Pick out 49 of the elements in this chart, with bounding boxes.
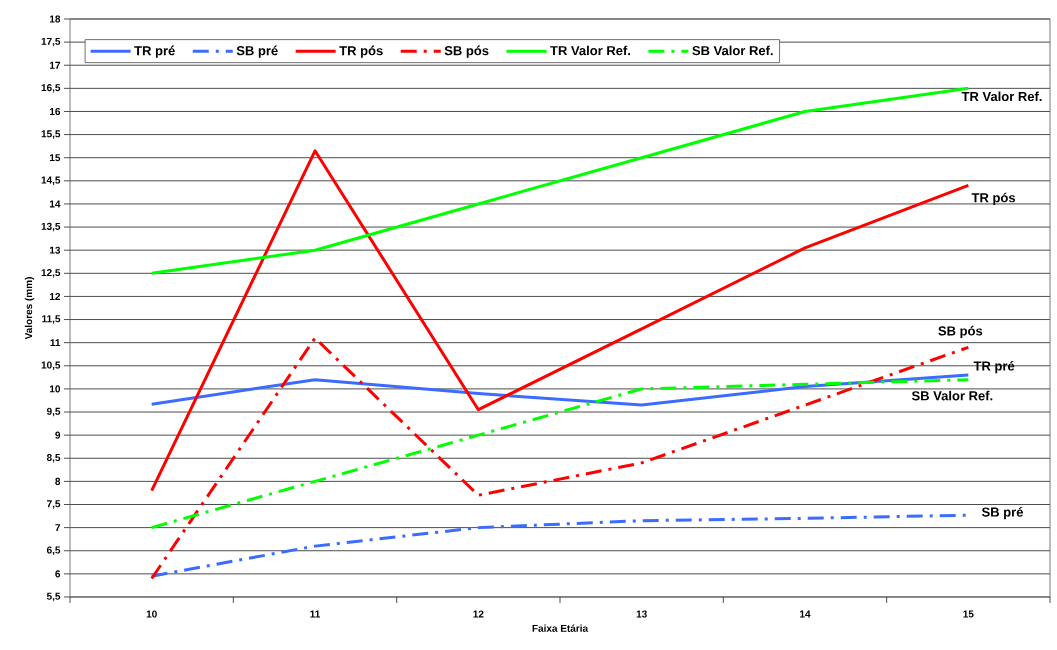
y-tick-label: 7,5 (47, 500, 61, 509)
legend-label: TR pós (339, 45, 383, 58)
y-tick-label: 11 (50, 339, 61, 347)
legend-label: SB Valor Ref. (692, 45, 773, 56)
line-series (150, 373, 970, 407)
x-tick-label: 11 (310, 610, 321, 618)
y-tick-label: 8 (55, 477, 61, 485)
y-tick-label: 15,5 (41, 130, 61, 139)
text: TR Valor Ref. (961, 91, 1042, 102)
line-series (150, 378, 970, 530)
text: SB pós (938, 325, 983, 339)
y-tick-label: 12,5 (41, 269, 61, 278)
x-tick-label: 12 (473, 610, 484, 618)
y-tick-label: 14 (49, 200, 61, 208)
y-tick-label: 16 (49, 107, 61, 116)
y-tick-label: 7 (55, 524, 61, 532)
y-tick-label: 13,5 (41, 222, 61, 232)
x-tick-label: 14 (800, 610, 811, 618)
legend-label: TR Valor Ref. (550, 45, 630, 56)
y-tick-label: 8,5 (46, 454, 61, 463)
y-tick-label: 17,5 (41, 37, 61, 47)
y-axis-title: Valores (mm) (24, 277, 35, 340)
legend-label: SB pós (444, 45, 489, 58)
y-tick-label: 10,5 (41, 361, 61, 371)
y-tick-label: 6 (55, 570, 61, 578)
x-axis-title: Faixa Etária (532, 624, 589, 632)
y-tick-label: 5,5 (46, 592, 61, 602)
line-series (150, 336, 970, 580)
y-tick-label: 11,5 (42, 315, 61, 324)
x-tick-label: 10 (146, 610, 157, 618)
y-tick-label: 17 (49, 61, 61, 69)
y-tick-label: 18 (49, 15, 61, 23)
y-tick-label: 9,5 (46, 407, 61, 417)
legend-label: TR pré (134, 45, 175, 58)
y-tick-label: 15 (49, 154, 61, 162)
y-tick-label: 9 (55, 431, 61, 439)
y-tick-label: 14,5 (41, 176, 61, 186)
text: TR pós (971, 192, 1016, 205)
y-tick-label: 12 (49, 292, 61, 300)
y-tick-label: 16,5 (41, 84, 61, 93)
y-tick-label: 6,5 (46, 546, 61, 556)
text: SB Valor Ref. (911, 390, 993, 401)
x-tick-label: 15 (963, 610, 974, 618)
text: SB pré (981, 507, 1023, 520)
y-tick-label: 10 (49, 385, 61, 393)
text: TR pré (973, 360, 1015, 374)
y-tick-label: 13 (49, 246, 61, 254)
x-tick-label: 13 (636, 610, 647, 618)
legend-label: SB pré (236, 45, 278, 58)
